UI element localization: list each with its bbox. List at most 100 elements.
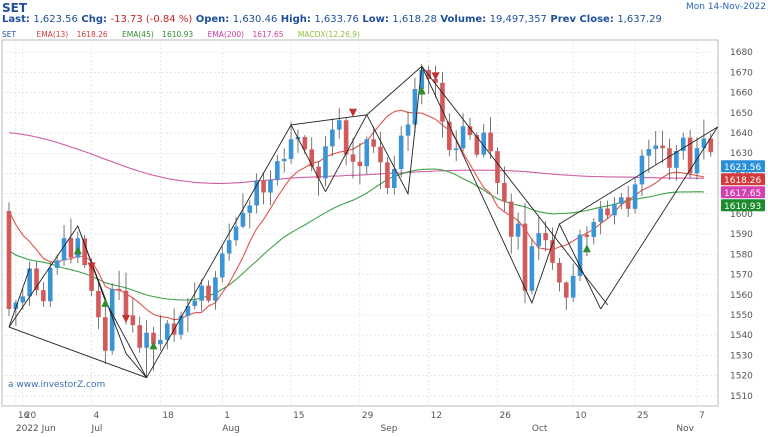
candle-body [419,69,425,89]
y-tick-label: 1530 [730,351,753,361]
prev-close-value: 1,637.29 [617,14,662,25]
candle-body [440,82,445,122]
candle-body [61,238,67,261]
candle-body [412,88,418,125]
candle-body [261,180,266,193]
buy-signal-marker [417,86,426,95]
pattern-line [559,126,718,225]
candle-body [536,233,542,247]
ema200-line [8,132,704,184]
candle-body [343,120,349,155]
candle-body [20,296,26,303]
price-tag-label: 1618.26 [724,176,761,186]
pattern-line [421,66,602,310]
candle-body [47,267,53,302]
candle-body [158,339,163,345]
low-label: Low: [362,14,389,25]
candle-body [240,212,246,227]
x-tick-label: 29 [362,411,374,421]
candle-body [137,325,143,348]
candle-body [543,233,548,241]
buy-signal-marker [73,246,82,255]
candle-body [350,154,356,162]
candle-body [557,262,562,283]
candle-body [646,148,652,156]
indicator-legend: SET EMA(13) 1618.26 EMA(45) 1610.93 EMA(… [2,30,378,39]
y-tick-label: 1600 [730,210,753,220]
candle-body [54,260,60,268]
candle-body [563,282,569,298]
y-tick-label: 1580 [730,250,753,260]
candle-body [116,288,122,291]
x-tick-label: 18 [162,411,174,421]
candle-body [82,238,87,266]
candle-body [309,149,315,167]
legend-set: SET [2,30,17,39]
buy-signal-marker [582,244,591,253]
y-tick-label: 1560 [730,291,753,301]
y-tick-label: 1650 [730,109,753,119]
candle-body [281,158,287,162]
candle-body [103,317,108,351]
x-month-label: Jul [91,424,103,434]
candle-body [268,179,273,193]
candle-body [385,162,390,189]
high-value: 1,633.76 [314,14,359,25]
x-tick-label: 4 [94,411,100,421]
chart-date: Mon 14-Nov-2022 [685,2,766,12]
candle-body [330,129,335,147]
chg-value: -13.73 (-0.84 %) [110,14,193,25]
candle-body [460,126,466,149]
candle-body [41,290,46,302]
candle-body [667,148,672,168]
candle-body [529,246,535,291]
candle-body [336,120,342,130]
candle-body [502,182,507,202]
sell-signal-marker [87,262,96,271]
candle-body [701,138,707,149]
pattern-line [8,268,31,328]
candle-body [130,315,136,326]
price-tag [721,160,765,173]
candle-body [89,265,94,291]
candle-body [632,184,638,209]
y-tick-label: 1660 [730,89,753,99]
candle-body [577,234,583,276]
candle-body [164,323,170,340]
candle-body [206,285,211,301]
candle-body [515,223,521,237]
candle-body [213,277,218,301]
candle-body [619,197,624,204]
candle-body [591,221,597,237]
candle-body [398,135,404,170]
candle-body [660,145,665,149]
pattern-line [600,126,718,310]
candle-body [6,210,12,309]
legend-ema13: EMA(13) 1618.26 [36,30,108,39]
candle-body [598,208,603,222]
candle-body [605,208,610,216]
candle-body [694,148,700,174]
candle-body [233,226,239,241]
x-tick-label: 15 [293,411,304,421]
candle-body [68,238,74,258]
candle-body [453,148,459,151]
legend-ema45: EMA(45) 1610.93 [122,30,194,39]
candle-body [364,139,370,167]
candle-body [447,121,452,151]
candle-body [612,203,617,216]
candle-body [687,137,693,174]
candle-body [199,285,204,301]
pattern-line [8,326,147,379]
sell-signal-marker [121,315,130,324]
candle-body [474,135,480,155]
y-tick-label: 1590 [730,230,753,240]
price-tag [721,199,765,212]
candle-body [247,205,253,213]
candle-body [550,240,555,263]
x-tick-label: 10 [575,411,587,421]
candle-body [371,139,376,147]
quote-bar: Last: 1,623.56 Chg: -13.73 (-0.84 %) Ope… [2,14,662,25]
chg-label: Chg: [81,14,107,25]
candle-body [288,139,294,159]
